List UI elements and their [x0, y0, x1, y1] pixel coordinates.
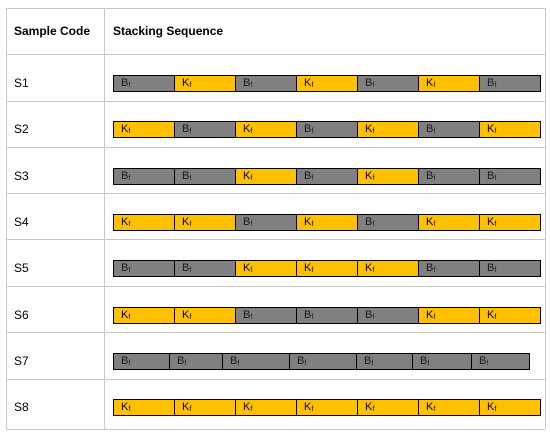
kevlar-fiber-layer: Kf — [480, 122, 540, 137]
kevlar-fiber-layer: Kf — [419, 400, 480, 415]
sample-code-s1: S1 — [14, 76, 29, 90]
sample-code-s3: S3 — [14, 169, 29, 183]
basalt-fiber-layer: Bf — [472, 354, 529, 369]
row-divider — [6, 239, 545, 240]
sequence-strip-s4: Kf Kf Bf Kf Bf Kf Kf — [113, 214, 541, 231]
row-divider — [6, 147, 545, 148]
basalt-fiber-layer: Bf — [357, 354, 413, 369]
sample-code-s4: S4 — [14, 215, 29, 229]
kevlar-fiber-layer: Kf — [358, 122, 419, 137]
basalt-fiber-layer: Bf — [297, 169, 358, 184]
basalt-fiber-layer: Bf — [358, 308, 419, 323]
kevlar-fiber-layer: Kf — [297, 400, 358, 415]
basalt-fiber-layer: Bf — [358, 215, 419, 230]
basalt-fiber-layer: Bf — [114, 76, 175, 91]
kevlar-fiber-layer: Kf — [480, 308, 540, 323]
row-divider — [6, 379, 545, 380]
kevlar-fiber-layer: Kf — [175, 308, 236, 323]
basalt-fiber-layer: Bf — [114, 354, 170, 369]
kevlar-fiber-layer: Kf — [358, 169, 419, 184]
row-divider — [6, 8, 545, 9]
row-divider — [6, 332, 545, 333]
basalt-fiber-layer: Bf — [175, 261, 236, 276]
basalt-fiber-layer: Bf — [175, 122, 236, 137]
sequence-strip-s2: Kf Bf Kf Bf Kf Bf Kf — [113, 121, 541, 138]
kevlar-fiber-layer: Kf — [419, 308, 480, 323]
table-border-right — [545, 8, 546, 429]
basalt-fiber-layer: Bf — [358, 76, 419, 91]
basalt-fiber-layer: Bf — [114, 169, 175, 184]
kevlar-fiber-layer: Kf — [358, 400, 419, 415]
basalt-fiber-layer: Bf — [480, 261, 540, 276]
sample-code-s5: S5 — [14, 261, 29, 275]
header-stacking-sequence: Stacking Sequence — [113, 24, 224, 38]
kevlar-fiber-layer: Kf — [114, 215, 175, 230]
sequence-strip-s5: Bf Bf Kf Kf Kf Bf Bf — [113, 260, 541, 277]
basalt-fiber-layer: Bf — [413, 354, 472, 369]
basalt-fiber-layer: Bf — [175, 169, 236, 184]
row-divider — [6, 54, 545, 55]
kevlar-fiber-layer: Kf — [114, 308, 175, 323]
kevlar-fiber-layer: Kf — [175, 400, 236, 415]
kevlar-fiber-layer: Kf — [297, 215, 358, 230]
row-divider — [6, 286, 545, 287]
basalt-fiber-layer: Bf — [236, 308, 297, 323]
kevlar-fiber-layer: Kf — [419, 215, 480, 230]
kevlar-fiber-layer: Kf — [114, 122, 175, 137]
row-divider — [6, 193, 545, 194]
kevlar-fiber-layer: Kf — [236, 400, 297, 415]
kevlar-fiber-layer: Kf — [236, 261, 297, 276]
kevlar-fiber-layer: Kf — [419, 76, 480, 91]
sequence-strip-s8: Kf Kf Kf Kf Kf Kf Kf — [113, 399, 541, 416]
kevlar-fiber-layer: Kf — [236, 169, 297, 184]
basalt-fiber-layer: Bf — [170, 354, 223, 369]
sample-code-s2: S2 — [14, 122, 29, 136]
basalt-fiber-layer: Bf — [480, 76, 540, 91]
kevlar-fiber-layer: Kf — [114, 400, 175, 415]
basalt-fiber-layer: Bf — [236, 76, 297, 91]
column-divider — [104, 8, 105, 429]
kevlar-fiber-layer: Kf — [236, 122, 297, 137]
sample-code-s8: S8 — [14, 400, 29, 414]
sample-code-s7: S7 — [14, 354, 29, 368]
sequence-strip-s1: Bf Kf Bf Kf Bf Kf Bf — [113, 75, 541, 92]
basalt-fiber-layer: Bf — [297, 122, 358, 137]
basalt-fiber-layer: Bf — [223, 354, 290, 369]
kevlar-fiber-layer: Kf — [175, 76, 236, 91]
basalt-fiber-layer: Bf — [236, 215, 297, 230]
basalt-fiber-layer: Bf — [419, 261, 480, 276]
sequence-strip-s7: Bf Bf Bf Bf Bf Bf Bf — [113, 353, 530, 370]
basalt-fiber-layer: Bf — [419, 122, 480, 137]
basalt-fiber-layer: Bf — [297, 308, 358, 323]
kevlar-fiber-layer: Kf — [297, 261, 358, 276]
table-border-left — [6, 8, 7, 429]
kevlar-fiber-layer: Kf — [297, 76, 358, 91]
kevlar-fiber-layer: Kf — [358, 261, 419, 276]
basalt-fiber-layer: Bf — [419, 169, 480, 184]
sample-code-s6: S6 — [14, 308, 29, 322]
kevlar-fiber-layer: Kf — [480, 215, 540, 230]
basalt-fiber-layer: Bf — [290, 354, 357, 369]
basalt-fiber-layer: Bf — [114, 261, 175, 276]
row-divider — [6, 101, 545, 102]
sequence-strip-s6: Kf Kf Bf Bf Bf Kf Kf — [113, 307, 541, 324]
header-sample-code: Sample Code — [14, 24, 91, 38]
kevlar-fiber-layer: Kf — [480, 400, 540, 415]
basalt-fiber-layer: Bf — [480, 169, 540, 184]
kevlar-fiber-layer: Kf — [175, 215, 236, 230]
row-divider — [6, 429, 545, 430]
sequence-strip-s3: Bf Bf Kf Bf Kf Bf Bf — [113, 168, 541, 185]
